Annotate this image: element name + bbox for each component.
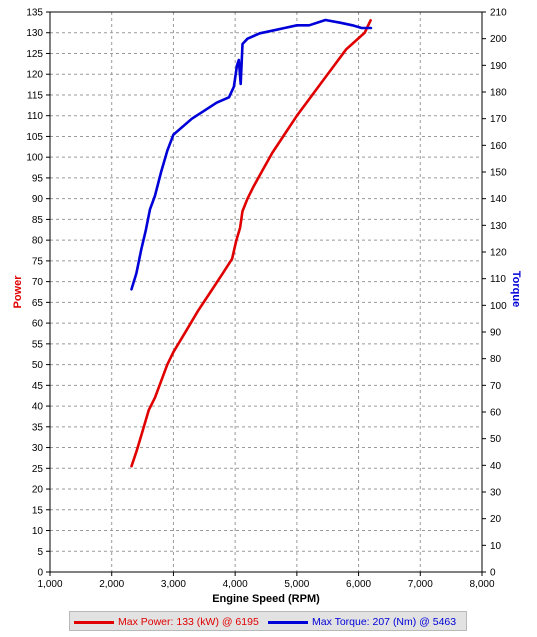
y2-tick-label: 110 — [490, 274, 506, 285]
y-tick-label: 135 — [26, 8, 43, 19]
y-tick-label: 40 — [32, 402, 44, 413]
y2-tick-label: 80 — [490, 354, 502, 365]
y-tick-label: 45 — [32, 381, 44, 392]
y2-tick-label: 210 — [490, 8, 507, 19]
plot-frame — [49, 11, 483, 573]
x-tick-label: 4,000 — [223, 579, 248, 590]
y-tick-label: 105 — [26, 132, 43, 143]
legend-item-power: Max Power: 133 (kW) @ 6195 — [74, 615, 259, 629]
y2-tick-label: 10 — [490, 541, 502, 552]
y-tick-label: 55 — [32, 339, 44, 350]
y-axis-title-power: Power — [12, 275, 24, 309]
y2-tick-label: 200 — [490, 34, 507, 45]
y-tick-label: 95 — [32, 173, 44, 184]
y2-tick-label: 190 — [490, 61, 507, 72]
y-tick-label: 110 — [27, 111, 43, 122]
y2-tick-label: 170 — [490, 114, 507, 125]
x-tick-label: 2,000 — [99, 579, 124, 590]
y2-tick-label: 70 — [490, 381, 502, 392]
legend-swatch-power — [74, 620, 114, 624]
y2-tick-label: 130 — [490, 221, 507, 232]
series-line-torque — [130, 18, 373, 291]
y-tick-label: 130 — [26, 28, 43, 39]
y2-tick-label: 0 — [490, 568, 496, 579]
y2-tick-label: 20 — [490, 514, 502, 525]
y-tick-label: 85 — [32, 215, 44, 226]
legend: Max Power: 133 (kW) @ 6195 Max Torque: 2… — [69, 611, 467, 631]
x-tick-label: 3,000 — [161, 579, 186, 590]
y2-tick-label: 50 — [490, 434, 502, 445]
grid-lines — [50, 12, 482, 572]
y-tick-label: 15 — [32, 505, 44, 516]
y2-tick-label: 60 — [490, 408, 502, 419]
y-tick-label: 75 — [32, 256, 44, 267]
series-lines — [130, 18, 373, 468]
y-tick-label: 65 — [32, 298, 44, 309]
legend-label-torque: Max Torque: 207 (Nm) @ 5463 — [312, 616, 457, 628]
x-tick-label: 1,000 — [37, 579, 62, 590]
y-tick-label: 60 — [32, 319, 44, 330]
y2-axis-title-torque: Torque — [510, 271, 522, 307]
x-tick-label: 8,000 — [469, 579, 494, 590]
y-tick-label: 125 — [26, 49, 43, 60]
y-tick-label: 70 — [32, 277, 44, 288]
y-tick-label: 90 — [32, 194, 44, 205]
y-tick-label: 0 — [37, 568, 43, 579]
y2-tick-label: 120 — [490, 248, 507, 259]
y-tick-label: 50 — [32, 360, 44, 371]
y-tick-label: 10 — [32, 526, 44, 537]
y2-tick-label: 30 — [490, 488, 502, 499]
legend-swatch-torque — [268, 620, 308, 624]
y-tick-label: 25 — [32, 464, 44, 475]
y2-tick-label: 140 — [490, 194, 507, 205]
y2-tick-label: 100 — [490, 301, 507, 312]
series-line-power — [130, 18, 372, 468]
y-tick-label: 80 — [32, 236, 44, 247]
x-tick-label: 5,000 — [284, 579, 309, 590]
y-tick-label: 30 — [32, 443, 44, 454]
y2-tick-label: 160 — [490, 141, 507, 152]
y-tick-label: 120 — [26, 70, 43, 81]
legend-label-power: Max Power: 133 (kW) @ 6195 — [118, 616, 259, 628]
x-tick-label: 6,000 — [346, 579, 371, 590]
y-tick-label: 100 — [26, 153, 43, 164]
legend-item-torque: Max Torque: 207 (Nm) @ 5463 — [268, 615, 456, 629]
x-tick-label: 7,000 — [408, 579, 433, 590]
y-tick-label: 5 — [37, 547, 43, 558]
x-axis-title: Engine Speed (RPM) — [212, 593, 320, 605]
y2-tick-label: 150 — [490, 168, 507, 179]
y2-tick-label: 40 — [490, 461, 502, 472]
axis-ticks: 0 5 10 15 20 25 30 35 40 45 50 55 60 65 70 75 80 85 90 95 10… — [26, 8, 507, 591]
y-tick-label: 20 — [32, 485, 44, 496]
y-tick-label: 35 — [32, 422, 44, 433]
y2-tick-label: 180 — [490, 88, 507, 99]
y2-tick-label: 90 — [490, 328, 502, 339]
y-tick-label: 115 — [27, 90, 43, 101]
